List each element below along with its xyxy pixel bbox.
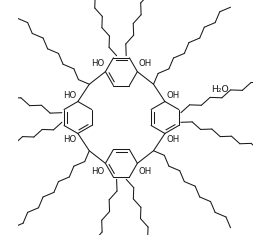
Text: HO: HO (91, 167, 104, 176)
Text: H₂O: H₂O (211, 85, 229, 94)
Text: HO: HO (63, 91, 76, 100)
Text: HO: HO (63, 135, 76, 144)
Text: OH: OH (138, 167, 152, 176)
Text: HO: HO (91, 59, 104, 68)
Text: OH: OH (167, 135, 180, 144)
Text: OH: OH (167, 91, 180, 100)
Text: OH: OH (138, 59, 152, 68)
